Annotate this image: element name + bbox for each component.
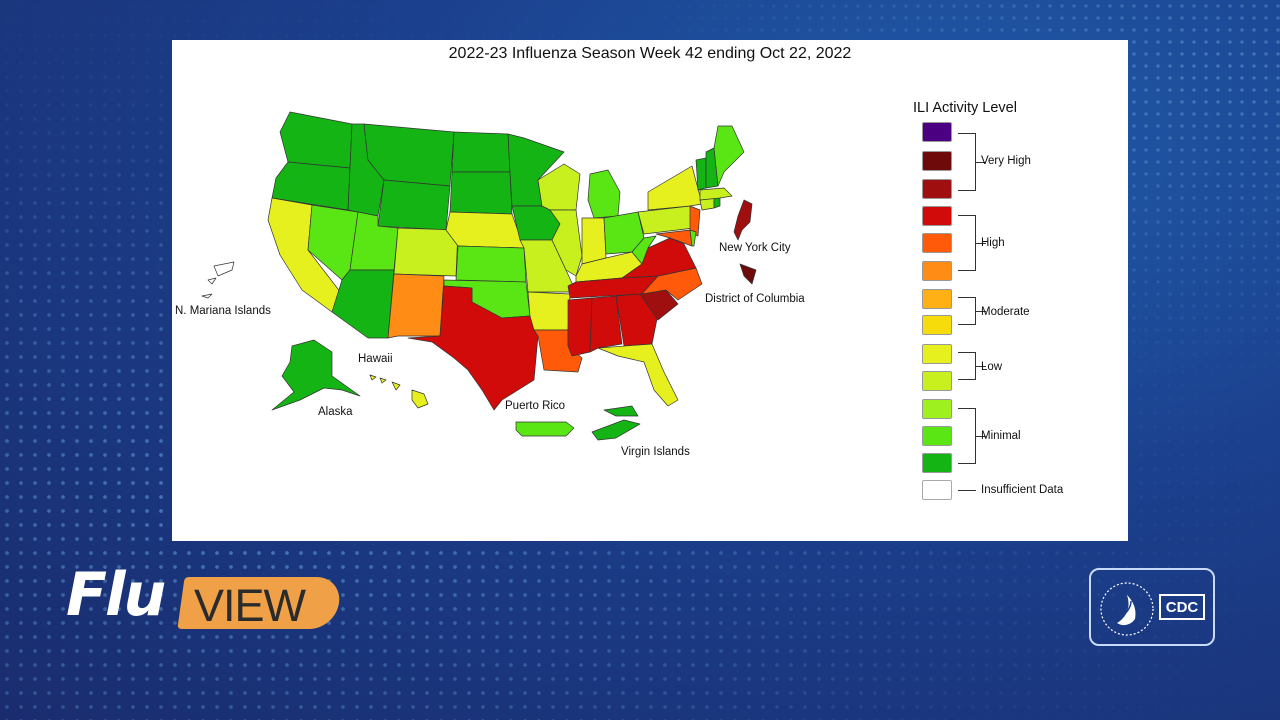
cdc-wordmark: CDC xyxy=(1159,594,1205,620)
state-ma xyxy=(699,187,733,201)
legend-swatch-level-7 xyxy=(922,289,952,309)
legend-label-low: Low xyxy=(981,361,1003,373)
us-map xyxy=(201,111,757,441)
state-ms xyxy=(567,297,593,357)
state-ks xyxy=(455,245,527,283)
legend-bracket-very-high xyxy=(958,133,986,191)
legend-bracket-low xyxy=(958,352,986,380)
state-il xyxy=(549,209,583,277)
label-puerto-rico: Puerto Rico xyxy=(505,400,566,412)
state-al xyxy=(589,295,623,353)
state-co xyxy=(393,227,459,277)
cdc-hhs-logo: CDC xyxy=(1089,568,1215,646)
inset-nyc xyxy=(733,199,753,241)
state-ri xyxy=(713,197,721,209)
state-sd xyxy=(449,171,513,215)
map-title: 2022-23 Influenza Season Week 42 ending … xyxy=(448,45,852,62)
state-va xyxy=(621,237,697,279)
label-district-of-columbia: District of Columbia xyxy=(705,293,805,305)
fluview-logo: Flu VIEW xyxy=(66,560,343,635)
label-n-mariana-islands: N. Mariana Islands xyxy=(175,305,271,317)
legend-label-high: High xyxy=(981,237,1005,249)
view-wordmark: VIEW xyxy=(194,580,306,631)
state-nd xyxy=(451,131,511,173)
state-pa xyxy=(637,205,695,235)
legend-label-moderate: Moderate xyxy=(981,306,1030,318)
inset-hawaii xyxy=(369,374,429,409)
state-ne xyxy=(445,211,525,249)
map-panel: 2022-23 Influenza Season Week 42 ending … xyxy=(172,40,1128,541)
legend-label-minimal: Minimal xyxy=(981,430,1021,442)
state-wa xyxy=(279,111,353,169)
legend-line-insufficient xyxy=(958,490,976,491)
legend-swatch-level-5 xyxy=(922,344,952,364)
inset-n-mariana-islands xyxy=(201,261,235,299)
legend-swatch-level-0 xyxy=(922,480,952,500)
state-nj xyxy=(689,205,701,237)
legend-swatch-level-1 xyxy=(922,453,952,473)
state-fl xyxy=(597,343,679,407)
state-in xyxy=(581,217,607,265)
state-nm xyxy=(387,273,445,339)
legend-label-insufficient-data: Insufficient Data xyxy=(981,484,1064,496)
inset-puerto-rico xyxy=(515,421,575,437)
state-ar xyxy=(527,291,571,331)
legend-bracket-minimal xyxy=(958,408,986,464)
legend-swatch-level-6 xyxy=(922,315,952,335)
inset-dc xyxy=(739,263,757,285)
state-az xyxy=(331,269,395,339)
legend-title: ILI Activity Level xyxy=(913,100,1017,116)
label-hawaii: Hawaii xyxy=(358,353,393,365)
legend-swatch-level-9 xyxy=(922,233,952,253)
state-tx xyxy=(407,285,539,411)
legend-swatch-level-8 xyxy=(922,261,952,281)
state-or xyxy=(271,161,351,211)
state-wy xyxy=(377,179,451,231)
inset-alaska xyxy=(271,339,361,411)
legend-swatch-level-12 xyxy=(922,151,952,171)
state-mi xyxy=(587,169,621,219)
legend-swatch-level-4 xyxy=(922,371,952,391)
state-ga xyxy=(615,293,659,347)
legend-swatch-level-3 xyxy=(922,399,952,419)
legend-bracket-high xyxy=(958,215,986,271)
legend-swatch-level-2 xyxy=(922,426,952,446)
label-alaska: Alaska xyxy=(318,406,353,418)
state-vt xyxy=(695,157,707,191)
legend-swatch-level-13 xyxy=(922,122,952,142)
label-virgin-islands: Virgin Islands xyxy=(621,446,690,458)
state-de xyxy=(689,229,697,247)
hhs-eagle-icon xyxy=(1100,582,1154,636)
flu-wordmark: Flu xyxy=(66,560,166,630)
state-wv xyxy=(631,235,657,265)
legend-swatch-level-11 xyxy=(922,179,952,199)
label-new-york-city: New York City xyxy=(719,242,791,254)
legend-bracket-moderate xyxy=(958,297,986,325)
state-ny xyxy=(647,165,703,211)
legend-swatch-level-10 xyxy=(922,206,952,226)
legend-label-very-high: Very High xyxy=(981,155,1031,167)
state-me xyxy=(713,125,745,187)
inset-virgin-islands xyxy=(591,405,641,441)
